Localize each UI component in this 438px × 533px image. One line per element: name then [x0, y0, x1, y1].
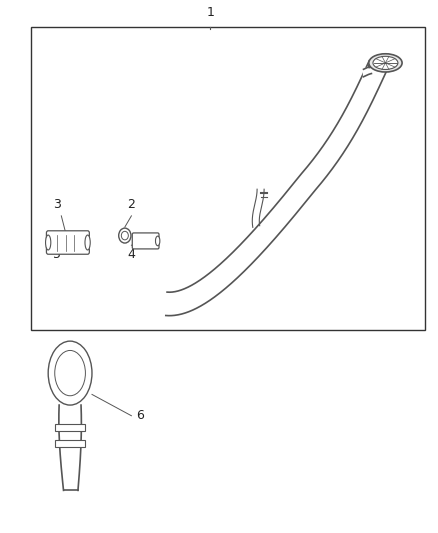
Ellipse shape — [369, 54, 402, 72]
Text: 3: 3 — [53, 198, 61, 211]
Ellipse shape — [55, 351, 85, 395]
Ellipse shape — [155, 236, 160, 246]
Ellipse shape — [46, 235, 51, 250]
Polygon shape — [364, 66, 371, 77]
Bar — [55, 440, 85, 447]
Ellipse shape — [119, 228, 131, 243]
Text: 2: 2 — [127, 198, 135, 211]
Bar — [55, 424, 85, 431]
Bar — [31, 27, 425, 330]
FancyBboxPatch shape — [132, 233, 159, 249]
Polygon shape — [252, 189, 264, 228]
Ellipse shape — [121, 231, 128, 240]
Text: 1: 1 — [206, 6, 214, 19]
Ellipse shape — [48, 341, 92, 405]
Polygon shape — [166, 61, 386, 316]
Polygon shape — [59, 405, 81, 490]
FancyBboxPatch shape — [46, 231, 89, 254]
Text: 4: 4 — [127, 248, 135, 261]
Ellipse shape — [85, 235, 90, 250]
Text: 5: 5 — [53, 248, 61, 261]
Ellipse shape — [373, 56, 398, 69]
Text: 6: 6 — [136, 409, 144, 422]
